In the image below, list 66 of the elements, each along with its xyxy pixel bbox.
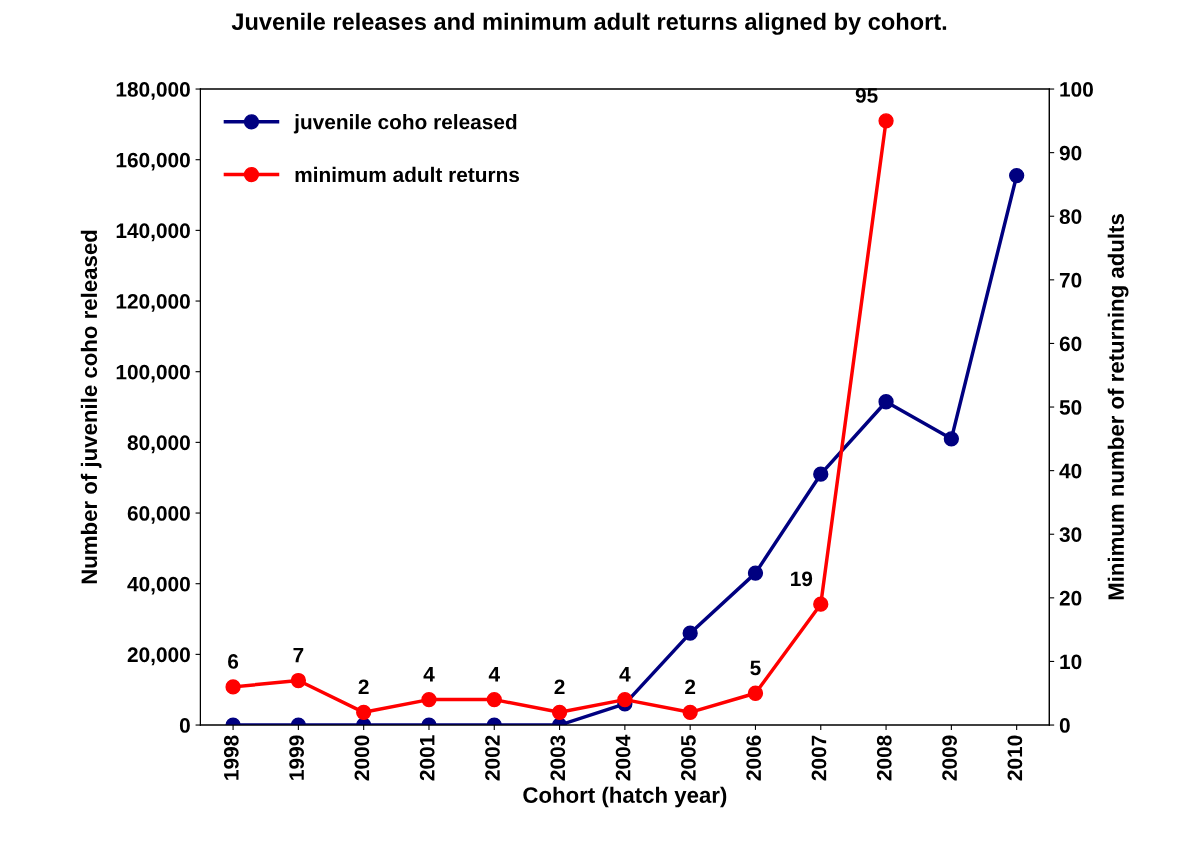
x-tick-label: 1998 [223, 735, 239, 780]
point [486, 691, 502, 708]
y2-tick-label: 20 [1059, 590, 1082, 606]
data-label: 4 [619, 667, 631, 682]
x-tick-label: 2004 [615, 734, 631, 781]
y2-tick-label: 60 [1059, 336, 1082, 352]
y-tick-label: 80,000 [127, 435, 190, 454]
y-tick-label: 140,000 [116, 223, 190, 242]
x-tick-label: 2010 [1007, 735, 1023, 781]
y2-tick-label: 50 [1059, 400, 1082, 415]
y2-tick-label: 70 [1059, 272, 1082, 288]
y-tick-label: 0 [179, 718, 190, 733]
point [356, 704, 372, 720]
x-tick-label: 2007 [811, 735, 827, 781]
point [551, 704, 568, 720]
point [878, 113, 894, 129]
y2-tick-label: 40 [1059, 463, 1082, 479]
y2-tick-label: 80 [1059, 209, 1082, 224]
data-label: 2 [358, 679, 369, 695]
chart-title: Juvenile releases and minimum adult returns aligned by cohort. [231, 12, 947, 35]
point [225, 679, 241, 695]
point [813, 466, 829, 482]
x-tick-label: 2002 [485, 735, 500, 781]
x-tick-label: 2001 [419, 735, 435, 781]
data-label: 5 [750, 660, 761, 676]
x-tick-label: 1999 [289, 735, 304, 780]
point [813, 596, 829, 612]
point [943, 431, 960, 447]
data-label: 6 [228, 654, 239, 669]
data-label: 2 [685, 679, 696, 695]
point [747, 685, 764, 701]
point [878, 394, 894, 410]
y-tick-label: 180,000 [116, 82, 190, 100]
x-tick-label: 2000 [354, 735, 370, 781]
y-tick-label: 100,000 [116, 364, 190, 383]
point [617, 691, 633, 708]
y-tick-label: 160,000 [116, 152, 190, 171]
y2-tick-label: 90 [1059, 145, 1082, 161]
x-tick-label: 2008 [876, 735, 892, 781]
data-label: 95 [855, 88, 878, 103]
y-tick-label: 20,000 [127, 647, 190, 666]
y-tick-label: 40,000 [127, 576, 190, 595]
point [682, 704, 698, 720]
point [747, 565, 764, 581]
point [421, 691, 437, 708]
y2-tick-label: 0 [1059, 718, 1070, 733]
point [290, 672, 307, 689]
legend-label: minimum adult returns [295, 166, 520, 183]
y-tick-label: 60,000 [127, 506, 190, 524]
y2-tick-label: 10 [1060, 654, 1082, 670]
y2-axis-title: Minimum number of returning adults [1107, 214, 1129, 600]
legend-label: juvenile coho released [293, 114, 517, 134]
y-axis-title: Number of juvenile coho released [80, 230, 102, 584]
data-label: 4 [423, 667, 435, 682]
data-label: 19 [791, 571, 813, 587]
data-label: 4 [488, 667, 500, 682]
y2-tick-label: 30 [1059, 527, 1082, 543]
x-tick-label: 2005 [681, 735, 696, 781]
x-tick-label: 2006 [746, 735, 762, 781]
x-tick-label: 2009 [942, 735, 957, 781]
data-label: 2 [554, 679, 565, 695]
y-tick-label: 120,000 [116, 294, 190, 312]
x-axis-title: Cohort (hatch year) [523, 786, 727, 808]
data-label: 7 [293, 647, 304, 663]
x-tick-label: 2003 [550, 735, 566, 781]
y2-tick-label: 100 [1060, 82, 1093, 97]
